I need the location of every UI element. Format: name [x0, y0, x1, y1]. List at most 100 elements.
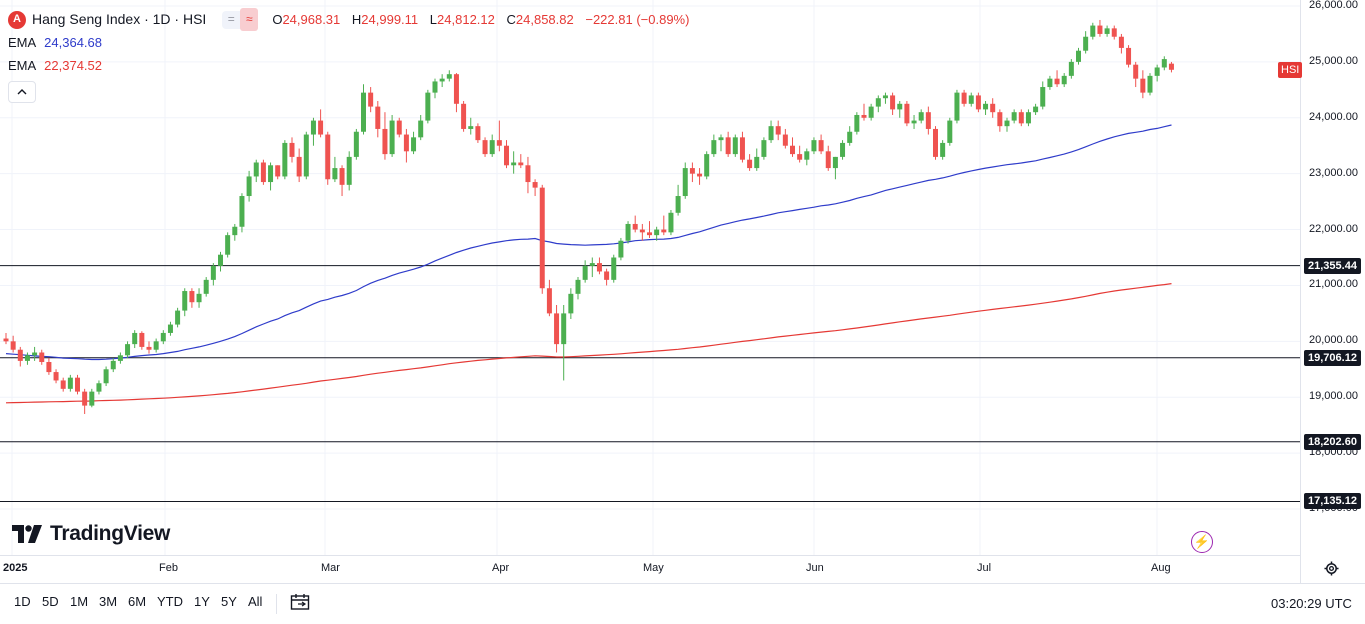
price-chart[interactable] — [0, 0, 1300, 555]
candle-body — [1154, 67, 1160, 76]
clock[interactable]: 03:20:29 UTC — [1271, 596, 1352, 611]
candle-body — [189, 291, 195, 303]
time-label: Jun — [806, 562, 824, 574]
candle-body — [1104, 28, 1110, 34]
candle-body — [811, 140, 817, 152]
collapse-legend-button[interactable] — [8, 81, 36, 103]
range-button[interactable]: 1Y — [194, 594, 210, 609]
equals-icon[interactable]: = — [227, 12, 235, 26]
candle-body — [468, 126, 474, 129]
candle-body — [453, 74, 459, 104]
candle-body — [725, 137, 731, 155]
candle-body — [289, 142, 295, 157]
price-axis[interactable]: 26,000.00 25,000.00 24,000.00 23,000.00 22,0… — [1278, 0, 1365, 583]
candle-body — [303, 134, 309, 177]
price-tick-label: 21,000.00 — [1309, 278, 1358, 291]
close-value: 24,858.82 — [515, 12, 574, 27]
candle-body — [697, 173, 703, 177]
candle-body — [432, 81, 438, 93]
candle-body — [17, 349, 23, 361]
candle-body — [933, 128, 938, 157]
candle-body — [1054, 78, 1060, 85]
candle-body — [747, 159, 753, 169]
candle-body — [260, 162, 266, 183]
candle-body — [1076, 50, 1081, 62]
range-button[interactable]: 3M — [99, 594, 118, 609]
candle-body — [711, 140, 717, 155]
ohlc-values: O24,968.31 H24,999.11 L24,812.12 C24,858… — [272, 8, 697, 31]
symbol-title[interactable]: Hang Seng Index · 1D · HSI — [32, 11, 207, 27]
symbol-logo: A — [8, 10, 26, 29]
candle-body — [1133, 64, 1139, 79]
candle-body — [89, 391, 95, 406]
candle-body — [403, 134, 409, 152]
range-button[interactable]: YTD — [157, 594, 183, 609]
candle-body — [368, 92, 374, 107]
range-button[interactable]: 1M — [70, 594, 89, 609]
range-button[interactable]: 1D — [14, 594, 31, 609]
candle-body — [604, 271, 610, 280]
candle-body — [418, 120, 424, 138]
price-tick-label: 24,000.00 — [1309, 110, 1358, 123]
candle-body — [983, 103, 989, 110]
candle-body — [339, 168, 345, 185]
candle-body — [268, 165, 274, 183]
candle-body — [282, 142, 288, 177]
candle-body — [704, 154, 710, 177]
candle-body — [1025, 112, 1031, 124]
candle-body — [897, 103, 903, 110]
candle-body — [167, 324, 173, 333]
candle-body — [75, 377, 80, 392]
candle-body — [332, 168, 338, 180]
range-button[interactable]: 5D — [42, 594, 59, 609]
candle-body — [868, 106, 874, 118]
range-button[interactable]: 6M — [128, 594, 147, 609]
ema-slow-row[interactable]: EMA 22,374.52 — [8, 54, 697, 77]
tradingview-logo[interactable]: TradingView — [12, 522, 170, 546]
ema-fast-value: 24,364.68 — [44, 35, 103, 50]
candle-body — [639, 229, 645, 233]
candle-body — [575, 279, 581, 294]
candle-body — [1161, 59, 1167, 68]
range-button[interactable]: All — [248, 594, 263, 609]
candle-body — [968, 95, 974, 104]
ema-fast-row[interactable]: EMA 24,364.68 — [8, 31, 697, 54]
candle-body — [461, 103, 467, 129]
level-price-label: 19,706.12 — [1304, 349, 1361, 366]
gear-icon[interactable] — [1324, 561, 1339, 581]
high-value: 24,999.11 — [361, 12, 419, 27]
candle-body — [997, 112, 1003, 127]
candle-body — [439, 78, 445, 82]
candle-body — [825, 151, 831, 169]
bottom-toolbar: 1D 5D 1M 3M 6M YTD 1Y 5Y All 03:20:29 UTC — [0, 583, 1365, 624]
candle-body — [196, 293, 202, 303]
candle-body — [739, 137, 745, 160]
candle-body — [1068, 61, 1074, 76]
candle-body — [361, 92, 366, 132]
candle-body — [1004, 120, 1010, 127]
low-key: L — [429, 12, 438, 27]
calendar-icon[interactable] — [290, 593, 310, 616]
indicator-toggle[interactable]: = ≈ — [222, 8, 259, 31]
candle-body — [1168, 63, 1174, 70]
candle-body — [768, 126, 774, 141]
chart-area[interactable]: A Hang Seng Index · 1D · HSI = ≈ O24,968… — [0, 0, 1300, 555]
wave-icon[interactable]: ≈ — [240, 8, 259, 31]
level-price-label: 18,202.60 — [1304, 433, 1361, 450]
time-label: Aug — [1151, 562, 1171, 574]
time-axis[interactable]: 2025 Feb Mar Apr May Jun Jul Aug — [0, 555, 1300, 584]
chevron-up-icon — [17, 89, 27, 95]
candle-body — [489, 140, 495, 155]
candle-body — [60, 380, 66, 389]
low-value: 24,812.12 — [437, 12, 495, 27]
lightning-icon[interactable]: ⚡ — [1191, 531, 1213, 553]
candle-body — [353, 131, 359, 157]
range-button[interactable]: 5Y — [221, 594, 237, 609]
candle-body — [67, 377, 73, 389]
candle-body — [940, 142, 946, 157]
candle-body — [790, 145, 795, 155]
candle-body — [446, 74, 452, 79]
candle-body — [396, 120, 402, 135]
candle-body — [39, 352, 45, 363]
ema-slow-value: 22,374.52 — [44, 58, 103, 73]
